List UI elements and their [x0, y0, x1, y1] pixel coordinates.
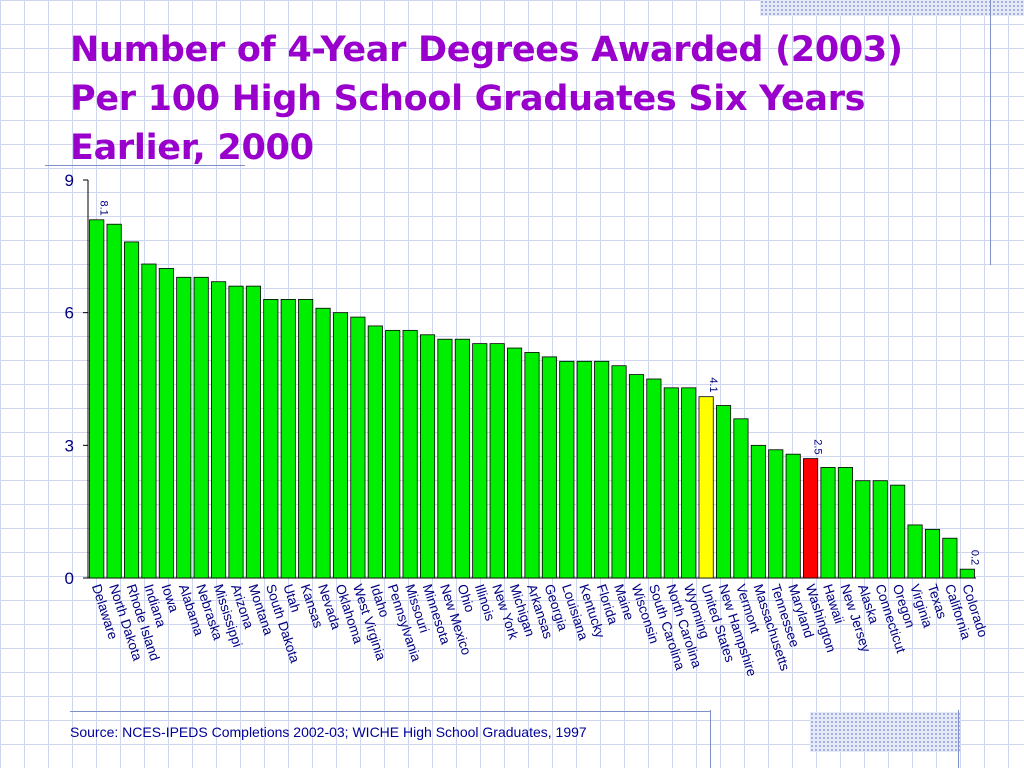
bar-vermont: [733, 418, 749, 579]
bar-connecticut: [872, 480, 888, 579]
bar-new-mexico: [437, 338, 453, 579]
bar-nevada: [315, 307, 331, 579]
bar-new-hampshire: [715, 405, 732, 579]
decorative-line: [710, 710, 711, 768]
bar-pennsylvania: [385, 329, 401, 579]
bar-idaho: [367, 325, 383, 579]
data-label: 8.1: [98, 201, 110, 216]
decorative-band-top: [760, 0, 1024, 16]
bar-arizona: [228, 285, 244, 579]
bar-massachusetts: [750, 444, 766, 579]
source-note: Source: NCES-IPEDS Completions 2002-03; …: [70, 724, 587, 740]
bar-north-carolina: [663, 387, 679, 579]
y-tick-label: 6: [65, 304, 74, 323]
bar-oregon: [890, 484, 906, 579]
decorative-line: [958, 710, 959, 768]
bar-south-dakota: [263, 298, 279, 579]
bar-louisiana: [559, 360, 575, 579]
bar-washington: [803, 458, 819, 579]
bar-north-dakota: [106, 223, 122, 579]
bar-delaware: [89, 219, 105, 579]
bar-kentucky: [576, 360, 592, 579]
data-label: 4.1: [707, 377, 719, 392]
data-label: 2.5: [812, 439, 824, 454]
bar-maryland: [785, 453, 801, 579]
bar-utah: [280, 298, 296, 579]
bar-south-carolina: [646, 378, 662, 579]
bar-michigan: [507, 347, 523, 579]
chart-title: Number of 4-Year Degrees Awarded (2003) …: [70, 30, 903, 168]
bar-west-virginia: [350, 316, 366, 579]
bar-new-york: [489, 343, 505, 579]
bar-mississippi: [211, 281, 227, 579]
bar-oklahoma: [332, 312, 349, 579]
bar-tennessee: [768, 449, 784, 579]
bar-florida: [594, 360, 610, 579]
bar-texas: [924, 528, 941, 579]
bar-kansas: [298, 298, 314, 579]
bar-illinois: [472, 343, 488, 579]
bar-alaska: [855, 480, 871, 579]
bar-california: [942, 537, 958, 579]
bar-wyoming: [681, 387, 697, 579]
bar-united-states: [698, 396, 714, 579]
bar-missouri: [402, 329, 418, 579]
decorative-box: [810, 712, 960, 752]
decorative-line: [45, 165, 245, 166]
bar-wisconsin: [628, 374, 645, 579]
decorative-line: [990, 0, 991, 265]
bar-arkansas: [524, 352, 540, 579]
bar-iowa: [158, 268, 174, 579]
y-tick-label: 0: [65, 569, 74, 588]
bar-nebraska: [193, 276, 209, 579]
bar-alabama: [176, 276, 192, 579]
data-label: 0.2: [968, 550, 980, 565]
bar-maine: [611, 365, 627, 579]
bar-minnesota: [419, 334, 436, 579]
bar-indiana: [141, 263, 157, 579]
y-tick-label: 9: [65, 171, 74, 190]
bar-georgia: [541, 356, 557, 579]
bar-ohio: [454, 338, 470, 579]
bar-virginia: [907, 524, 923, 579]
bar-colorado: [959, 568, 975, 579]
bar-new-jersey: [837, 467, 853, 579]
bar-hawaii: [820, 467, 836, 579]
bar-rhode-island: [123, 241, 140, 579]
y-tick-label: 3: [65, 436, 74, 455]
decorative-line: [70, 711, 710, 712]
bar-montana: [245, 285, 261, 579]
